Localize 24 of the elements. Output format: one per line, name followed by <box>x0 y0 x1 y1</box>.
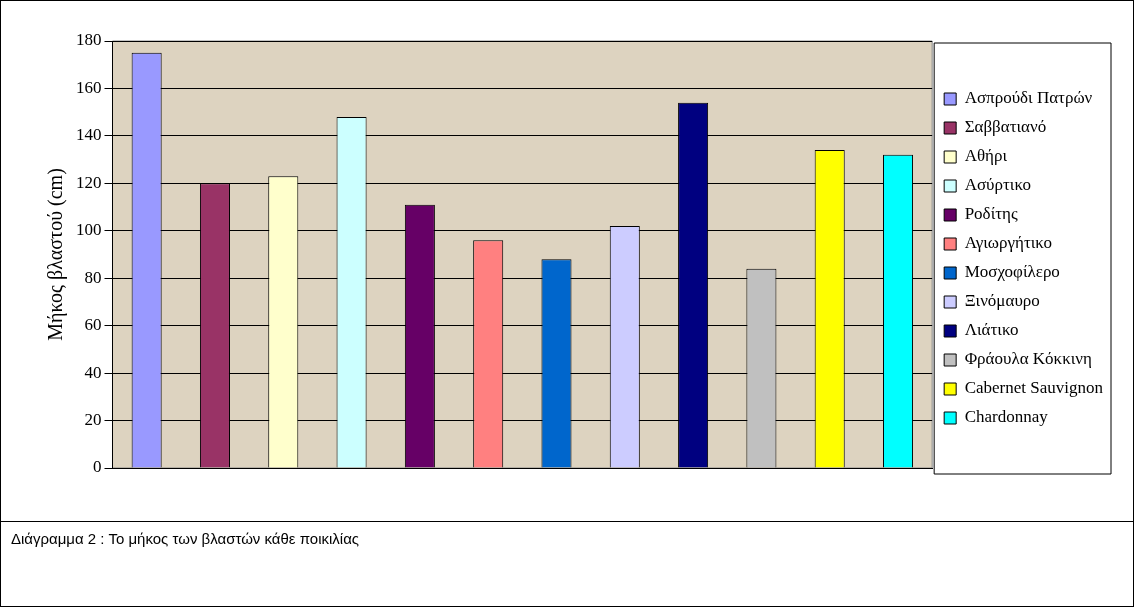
y-tick-label: 0 <box>93 457 102 477</box>
legend-label: Αθήρι <box>964 146 1008 166</box>
legend-label: Φράουλα Κόκκινη <box>964 349 1092 369</box>
y-tick-label: 60 <box>84 315 102 335</box>
legend-label: Αγιωργήτικο <box>964 233 1053 253</box>
y-tick-label: 120 <box>76 172 102 192</box>
legend-label: Ροδίτης <box>964 204 1018 224</box>
y-tick-label: 20 <box>84 410 102 430</box>
y-tick-label: 80 <box>84 267 102 287</box>
legend-label: Chardonnay <box>964 407 1049 427</box>
y-tick-label: 180 <box>76 30 102 50</box>
legend-label: Λιάτικο <box>964 320 1019 340</box>
text: Διάγραμμα 2 : Το μήκος των βλαστών κάθε ποικιλίας <box>1 521 1133 555</box>
legend-label: Cabernet Sauvignon <box>964 378 1104 398</box>
legend-label: Σαββατιανό <box>964 117 1047 137</box>
y-tick-label: 100 <box>76 220 102 240</box>
y-tick-label: 140 <box>76 125 102 145</box>
legend-label: Μοσχοφίλερο <box>964 262 1060 282</box>
y-tick-label: 160 <box>76 77 102 97</box>
y-tick-label: 40 <box>84 362 102 382</box>
legend-label: Ξινόμαυρο <box>964 291 1040 311</box>
legend-label: Ασπρούδι Πατρών <box>964 88 1093 108</box>
y-axis-title: Μήκος βλαστού (cm) <box>44 168 68 341</box>
legend-label: Ασύρτικο <box>964 175 1032 195</box>
